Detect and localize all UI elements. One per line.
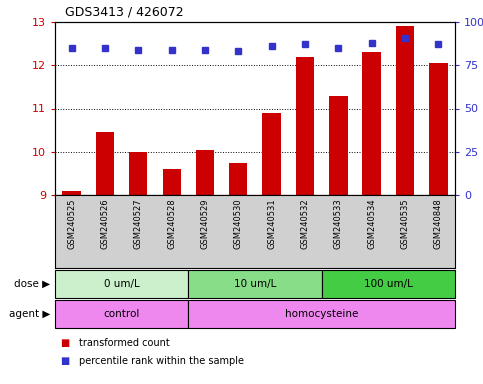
Bar [96,132,114,195]
Bar [322,270,455,298]
Text: homocysteine: homocysteine [285,309,358,319]
Text: GSM240525: GSM240525 [67,199,76,249]
Text: 0 um/L: 0 um/L [104,279,140,289]
Text: GSM240848: GSM240848 [434,199,443,249]
Text: GSM240532: GSM240532 [300,199,310,249]
Bar [196,150,214,195]
Text: GSM240530: GSM240530 [234,199,243,249]
Text: percentile rank within the sample: percentile rank within the sample [79,356,244,366]
Text: 100 um/L: 100 um/L [364,279,413,289]
Bar [296,56,314,195]
Text: ■: ■ [60,338,69,348]
Bar [188,300,455,328]
Text: ■: ■ [60,356,69,366]
Text: transformed count: transformed count [79,338,170,348]
Text: GSM240534: GSM240534 [367,199,376,249]
Text: agent ▶: agent ▶ [9,309,50,319]
Bar [62,191,81,195]
Text: GSM240531: GSM240531 [267,199,276,249]
Text: GSM240526: GSM240526 [100,199,110,249]
Bar [129,152,147,195]
Bar [363,52,381,195]
Bar [262,113,281,195]
Text: GSM240527: GSM240527 [134,199,143,249]
Text: dose ▶: dose ▶ [14,279,50,289]
Bar [229,162,247,195]
Text: GSM240533: GSM240533 [334,199,343,249]
Text: GSM240528: GSM240528 [167,199,176,249]
Bar [55,270,188,298]
Text: GSM240529: GSM240529 [200,199,210,249]
Text: GDS3413 / 426072: GDS3413 / 426072 [65,5,183,18]
Text: control: control [103,309,140,319]
Bar [429,63,448,195]
Text: GSM240535: GSM240535 [400,199,410,249]
Bar [162,169,181,195]
Bar [396,26,414,195]
Bar [188,270,322,298]
Bar [55,300,188,328]
Bar [329,96,347,195]
Text: 10 um/L: 10 um/L [234,279,276,289]
